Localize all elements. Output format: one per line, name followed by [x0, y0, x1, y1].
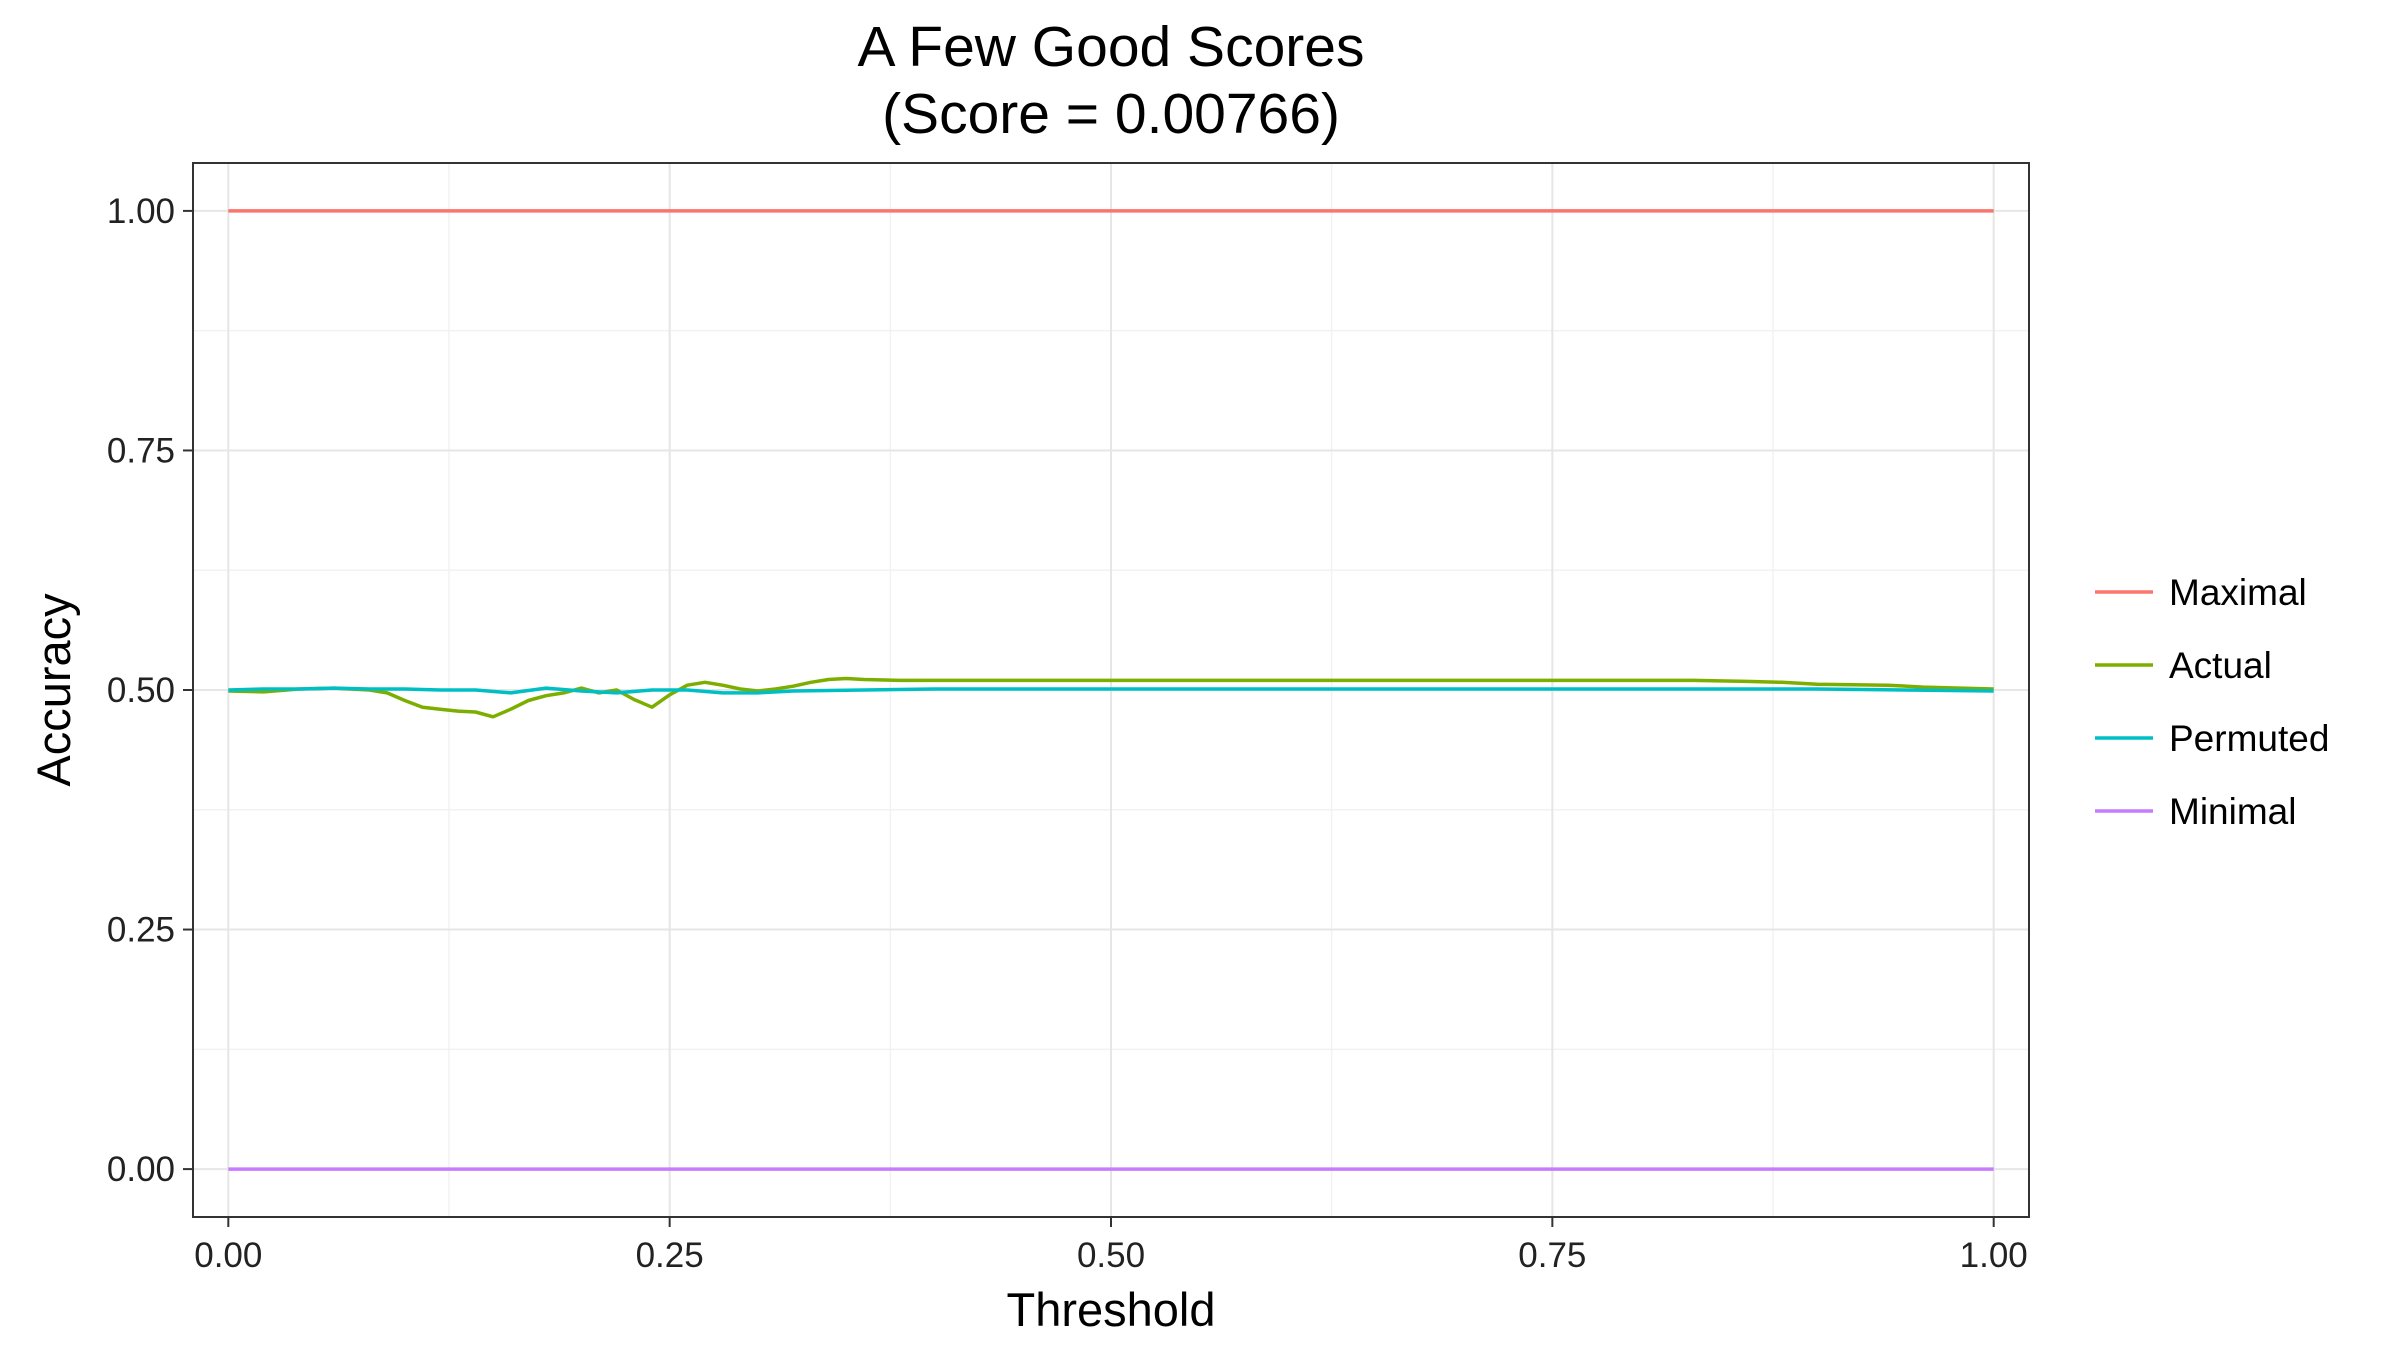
- legend-label-permuted: Permuted: [2169, 718, 2329, 759]
- legend-label-actual: Actual: [2169, 645, 2272, 686]
- x-axis-title: Threshold: [1007, 1283, 1216, 1336]
- legend-label-minimal: Minimal: [2169, 791, 2296, 832]
- series-line-actual: [228, 676, 1994, 719]
- x-tick-label: 0.25: [636, 1236, 704, 1275]
- x-tick-label: 0.00: [194, 1236, 262, 1275]
- chart-subtitle: (Score = 0.00766): [882, 82, 1340, 146]
- legend-label-maximal: Maximal: [2169, 572, 2307, 613]
- series-line-permuted: [228, 686, 1994, 695]
- chart-title: A Few Good Scores: [858, 15, 1365, 79]
- y-tick-label: 0.50: [107, 671, 175, 710]
- y-tick-label: 0.75: [107, 431, 175, 470]
- legend: Maximal Actual Permuted Minimal: [2095, 572, 2329, 832]
- axis-layer: 0.00 0.25 0.50 0.75 1.00 0.00 0.25 0.50 0.75 1.00: [107, 192, 2028, 1275]
- series-layer: [228, 209, 1994, 1171]
- x-tick-label: 0.75: [1518, 1236, 1586, 1275]
- y-tick-label: 1.00: [107, 192, 175, 231]
- y-tick-label: 0.00: [107, 1150, 175, 1189]
- x-tick-label: 1.00: [1960, 1236, 2028, 1275]
- y-tick-label: 0.25: [107, 911, 175, 950]
- x-tick-label: 0.50: [1077, 1236, 1145, 1275]
- y-axis-title: Accuracy: [27, 593, 80, 787]
